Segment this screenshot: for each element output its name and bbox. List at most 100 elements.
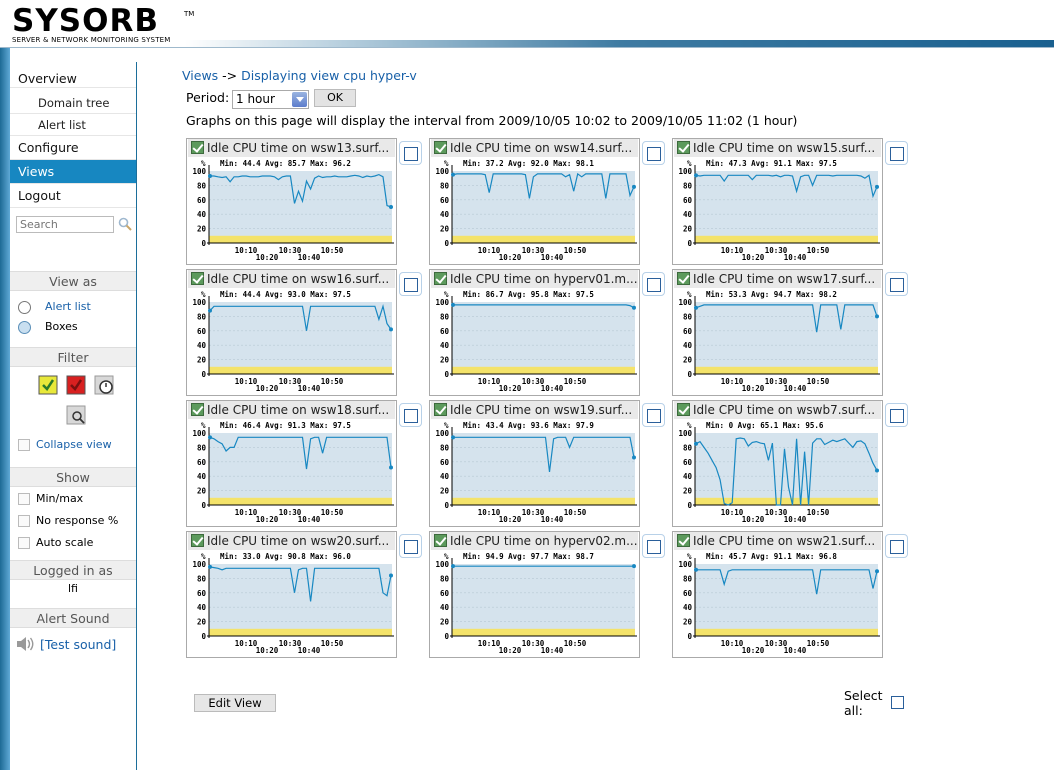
speaker-icon[interactable] [16, 636, 36, 652]
graph-title[interactable]: Idle CPU time on wsw17.surf... [674, 270, 881, 288]
graph-select-checkbox[interactable] [642, 272, 665, 296]
test-sound-link[interactable]: [Test sound] [39, 637, 117, 652]
graph-chart: % Min: 0 Avg: 65.1 Max: 95.6 100 80 60 40 20 0 1… [678, 421, 880, 524]
breadcrumb-views-link[interactable]: Views [182, 68, 219, 83]
no-response-label: No response % [36, 514, 119, 527]
nav-alert-list[interactable]: Alert list [10, 114, 136, 136]
graph-title[interactable]: Idle CPU time on wsw20.surf... [188, 532, 395, 550]
series-line [695, 174, 878, 199]
series-point [451, 172, 455, 177]
auto-scale-label: Auto scale [36, 536, 94, 549]
y-tick-label: 80 [683, 443, 693, 452]
collapse-view-checkbox[interactable] [18, 439, 30, 451]
graph-card: Idle CPU time on hyperv02.m...% Min: 94.9… [429, 531, 640, 658]
ok-button[interactable]: OK [314, 89, 356, 107]
stat-avg-value: 91.1 [774, 159, 793, 168]
graph-title[interactable]: Idle CPU time on wswb7.surf... [674, 401, 881, 419]
stat-min-value: 44.4 [243, 159, 262, 168]
graph-title[interactable]: Idle CPU time on wsw14.surf... [431, 139, 638, 157]
series-line [209, 304, 392, 331]
graph-title[interactable]: Idle CPU time on wsw15.surf... [674, 139, 881, 157]
collapse-view-label[interactable]: Collapse view [36, 438, 112, 451]
stat-avg-label: Avg: [504, 552, 531, 561]
axis-unit-label: % [444, 552, 449, 561]
nav-overview[interactable]: Overview [10, 62, 136, 88]
no-response-checkbox[interactable] [18, 515, 30, 527]
show-minmax-option[interactable]: Min/max [18, 490, 83, 508]
chevron-down-icon[interactable] [292, 92, 307, 107]
axis-unit-label: % [687, 290, 692, 299]
y-tick-label: 40 [683, 603, 693, 612]
edit-view-button[interactable]: Edit View [194, 694, 276, 712]
graph-check-icon [677, 534, 690, 547]
period-select[interactable]: 1 hour [232, 90, 309, 109]
y-tick-label: 100 [678, 429, 692, 438]
graph-chart: % Min: 33.0 Avg: 90.8 Max: 96.0 100 80 60 40 2… [192, 552, 394, 655]
show-auto-scale-option[interactable]: Auto scale [18, 534, 93, 552]
graph-select-checkbox[interactable] [399, 534, 422, 558]
y-tick-label: 100 [435, 429, 449, 438]
select-all-checkbox[interactable] [891, 696, 904, 709]
graph-select-checkbox[interactable] [885, 141, 908, 165]
graph-title[interactable]: Idle CPU time on hyperv01.m... [431, 270, 638, 288]
search-input[interactable] [16, 216, 114, 233]
search-icon[interactable] [118, 217, 132, 231]
graph-select-checkbox[interactable] [885, 272, 908, 296]
y-tick-label: 80 [440, 312, 450, 321]
logo-text: SYSORB [12, 3, 159, 39]
x-tick-label: 10:40 [784, 384, 807, 393]
radio-boxes[interactable] [18, 320, 31, 334]
nav-views[interactable]: Views [10, 160, 136, 184]
filter-alert-icon[interactable] [66, 375, 86, 395]
stat-min-value: 86.7 [486, 290, 504, 299]
x-tick-label: 10:50 [321, 639, 344, 648]
series-point [451, 435, 455, 440]
stat-avg-value: 90.8 [288, 552, 307, 561]
graph-select-checkbox[interactable] [642, 403, 665, 427]
header-divider [0, 47, 1054, 48]
plot-area [452, 433, 635, 505]
graph-title[interactable]: Idle CPU time on wsw16.surf... [188, 270, 395, 288]
series-point [451, 564, 455, 569]
select-all-label: Select all: [844, 688, 883, 718]
x-tick-label: 10:20 [742, 384, 765, 393]
graph-select-checkbox[interactable] [399, 272, 422, 296]
graph-title[interactable]: Idle CPU time on wsw21.surf... [674, 532, 881, 550]
x-tick-label: 10:50 [321, 246, 344, 255]
filter-unknown-icon[interactable] [66, 405, 86, 425]
view-as-boxes-option[interactable]: Boxes [18, 318, 78, 336]
graph-select-checkbox[interactable] [642, 141, 665, 165]
graph-title-text: Idle CPU time on wswb7.surf... [693, 403, 876, 417]
breadcrumb-current[interactable]: Displaying view cpu hyper-v [241, 68, 417, 83]
nav-domain-tree[interactable]: Domain tree [10, 92, 136, 114]
graph-select-checkbox[interactable] [399, 403, 422, 427]
filter-timeout-icon[interactable] [94, 375, 114, 395]
minmax-checkbox[interactable] [18, 493, 30, 505]
series-point [875, 184, 879, 189]
graph-title[interactable]: Idle CPU time on hyperv02.m... [431, 532, 638, 550]
stat-avg-label: Avg: [733, 421, 760, 430]
graph-title[interactable]: Idle CPU time on wsw19.surf... [431, 401, 638, 419]
graph-select-checkbox[interactable] [642, 534, 665, 558]
y-tick-label: 20 [683, 618, 693, 627]
show-no-response-option[interactable]: No response % [18, 512, 118, 530]
y-tick-label: 60 [683, 196, 693, 205]
filter-ok-icon[interactable] [38, 375, 58, 395]
nav-logout[interactable]: Logout [10, 184, 136, 208]
view-as-alert-list-option[interactable]: Alert list [18, 298, 91, 316]
nav-configure[interactable]: Configure [10, 136, 136, 160]
stat-min-label: Min: [220, 421, 243, 430]
auto-scale-checkbox[interactable] [18, 537, 30, 549]
graph-title[interactable]: Idle CPU time on wsw13.surf... [188, 139, 395, 157]
x-tick-label: 10:30 [522, 377, 545, 386]
graph-select-checkbox[interactable] [885, 534, 908, 558]
plot-area [209, 564, 392, 636]
graph-select-checkbox[interactable] [399, 141, 422, 165]
graph-select-checkbox[interactable] [885, 403, 908, 427]
y-tick-label: 80 [683, 181, 693, 190]
radio-alert-list[interactable] [18, 300, 31, 314]
axis-unit-label: % [201, 159, 206, 168]
collapse-view-option[interactable]: Collapse view [18, 436, 112, 454]
view-as-alert-list-label[interactable]: Alert list [45, 300, 91, 313]
graph-title[interactable]: Idle CPU time on wsw18.surf... [188, 401, 395, 419]
